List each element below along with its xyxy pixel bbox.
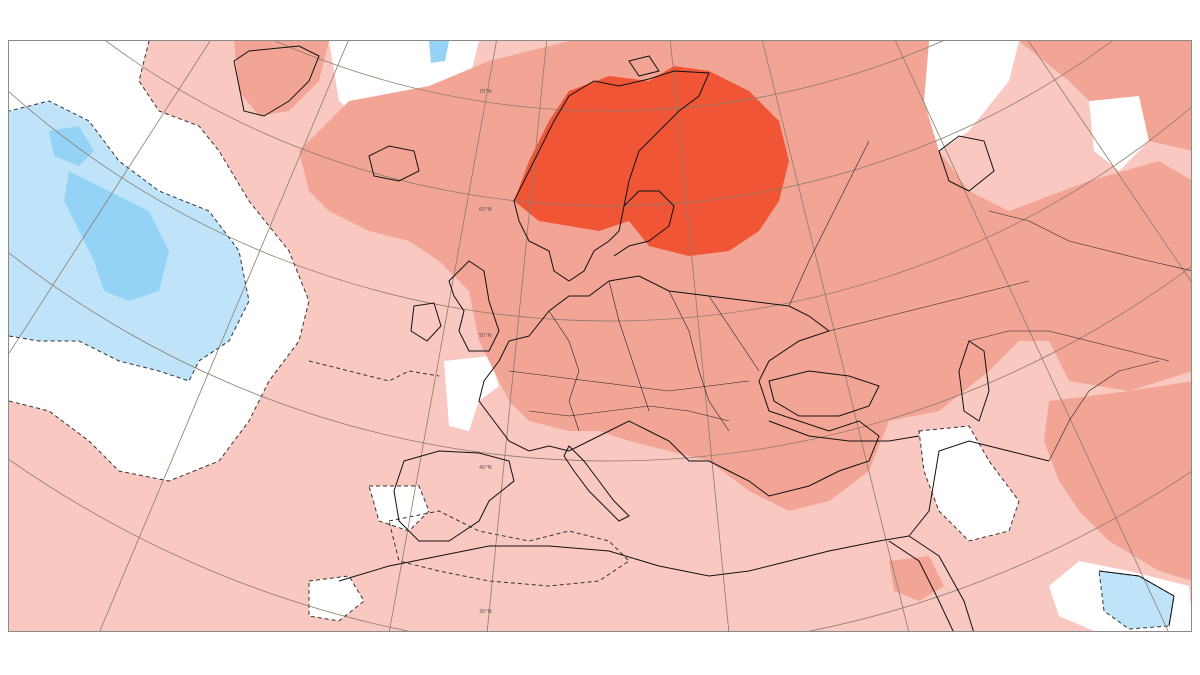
lat-label-50: 50°N: [479, 333, 492, 339]
coastlines: [233, 45, 1175, 631]
neutral-region-sw-spain: [309, 576, 364, 621]
anomaly-map: 70°N 60°N 50°N 40°N 30°N: [9, 41, 1191, 631]
lat-label-40: 40°N: [479, 465, 492, 471]
lat-label-70: 70°N: [479, 89, 492, 95]
cool-region-davis-strait: [49, 126, 94, 166]
warm-region-east-lower: [1044, 381, 1191, 581]
neutral-region-biscay: [444, 356, 499, 431]
warm-region-medium: [299, 41, 1191, 511]
warm-region-arabia-south: [889, 556, 944, 601]
graticule: [9, 41, 1191, 631]
cool-region-atlantic-core: [64, 171, 169, 301]
latitude-labels: 70°N 60°N 50°N 40°N 30°N: [479, 89, 492, 615]
dashed-contours: [9, 41, 1175, 630]
warm-region-strong: [514, 66, 789, 256]
map-panel: 70°N 60°N 50°N 40°N 30°N: [8, 40, 1192, 632]
warm-region-east-upper: [1019, 41, 1191, 151]
country-borders: [508, 140, 1191, 462]
neutral-region-far-northeast: [924, 41, 1019, 151]
lat-label-30: 30°N: [479, 609, 492, 615]
warm-region-greenland: [234, 41, 329, 116]
lat-label-60: 60°N: [479, 207, 492, 213]
neutral-region-middle-east: [919, 426, 1019, 541]
cool-region-arctic: [429, 41, 449, 63]
